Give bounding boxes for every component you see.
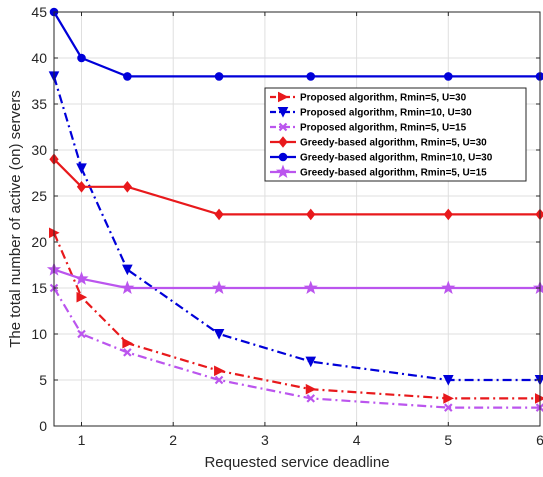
data-point	[443, 393, 454, 404]
data-point	[214, 72, 224, 81]
data-point	[123, 348, 132, 357]
legend-label: Greedy-based algorithm, Rmin=5, U=15	[300, 168, 487, 179]
legend-item: Greedy-based algorithm, Rmin=5, U=30	[270, 136, 487, 149]
plot-frame	[53, 11, 541, 427]
data-point	[278, 136, 288, 148]
series-layer	[46, 7, 543, 412]
legend-item: Proposed algorithm, Rmin=5, U=30	[270, 91, 467, 104]
data-point	[278, 152, 288, 162]
legend-item: Proposed algorithm, Rmin=5, U=15	[270, 123, 467, 134]
data-point	[535, 393, 543, 404]
legend-item: Proposed algorithm, Rmin=10, U=30	[270, 107, 472, 119]
x-tick-label: 4	[353, 432, 361, 448]
legend-item: Greedy-based algorithm, Rmin=10, U=30	[270, 153, 493, 164]
legend: Proposed algorithm, Rmin=5, U=30 Proposed…	[264, 87, 527, 182]
data-point	[277, 107, 289, 118]
y-tick-label: 45	[31, 4, 47, 20]
x-tick-label: 2	[169, 432, 177, 448]
data-point	[214, 365, 225, 377]
data-point	[278, 122, 288, 132]
data-point	[74, 271, 89, 285]
legend-label: Greedy-based algorithm, Rmin=5, U=30	[300, 138, 487, 149]
series-line	[52, 232, 540, 400]
legend-label: Proposed algorithm, Rmin=5, U=15	[300, 123, 467, 134]
series-line	[53, 287, 540, 409]
y-tick-label: 25	[31, 188, 47, 204]
data-point	[303, 280, 318, 295]
data-point	[214, 375, 224, 385]
data-point	[278, 91, 289, 103]
legend-label: Proposed algorithm, Rmin=10, U=30	[300, 108, 472, 119]
y-tick-label: 30	[31, 142, 47, 158]
y-tick-label: 5	[39, 372, 47, 388]
x-tick-label: 1	[78, 432, 86, 448]
data-point	[532, 280, 543, 295]
data-point	[441, 280, 456, 295]
series	[49, 7, 543, 81]
series	[49, 283, 543, 412]
data-point	[122, 180, 132, 193]
data-point	[120, 280, 135, 295]
y-tick-label: 0	[39, 418, 47, 434]
data-point	[77, 53, 86, 63]
data-point	[76, 291, 88, 303]
data-point	[444, 403, 453, 412]
data-point	[122, 337, 133, 349]
data-point	[444, 72, 453, 81]
x-tick-label: 3	[261, 432, 269, 448]
legend-label: Proposed algorithm, Rmin=5, U=30	[300, 93, 467, 104]
y-tick-label: 20	[31, 234, 47, 250]
series-line	[53, 11, 540, 78]
data-point	[306, 72, 316, 81]
legend-item: Greedy-based algorithm, Rmin=5, U=15	[270, 164, 487, 179]
series	[49, 227, 543, 404]
data-point	[214, 208, 224, 221]
legend-label: Greedy-based algorithm, Rmin=10, U=30	[300, 153, 493, 164]
data-point	[211, 280, 227, 295]
data-point	[76, 180, 87, 193]
data-point	[305, 383, 317, 395]
y-tick-label: 10	[31, 326, 47, 342]
data-point	[275, 164, 291, 179]
y-axis-label: The total number of active (on) servers	[7, 90, 24, 348]
data-point	[443, 208, 453, 221]
data-point	[306, 394, 316, 403]
y-tick-label: 15	[31, 280, 47, 296]
y-tick-label: 35	[31, 96, 47, 112]
data-point	[77, 329, 86, 339]
data-point	[305, 356, 317, 368]
y-tick-label: 40	[31, 50, 47, 66]
data-point	[213, 329, 225, 340]
data-point	[306, 208, 316, 221]
x-axis-label: Requested service deadline	[204, 454, 389, 471]
x-tick-label: 6	[536, 432, 543, 448]
data-point	[442, 375, 454, 386]
data-point	[122, 264, 133, 276]
x-tick-label: 5	[444, 432, 452, 448]
data-point	[76, 163, 87, 175]
legend-box	[264, 87, 527, 182]
data-point	[123, 72, 132, 81]
